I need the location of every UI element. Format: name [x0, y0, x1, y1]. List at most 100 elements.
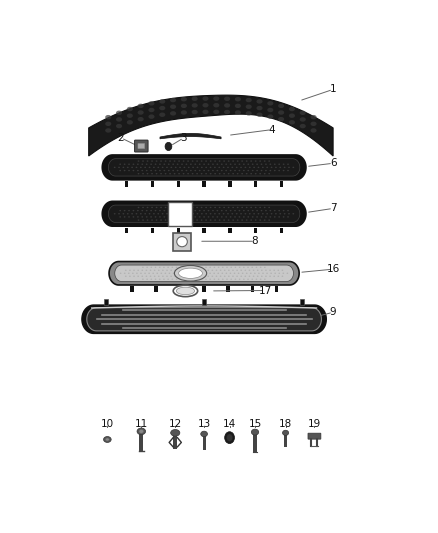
Ellipse shape — [220, 270, 222, 271]
Ellipse shape — [170, 98, 176, 102]
Ellipse shape — [273, 276, 275, 277]
Bar — [177, 228, 180, 233]
Ellipse shape — [174, 173, 176, 174]
Ellipse shape — [243, 164, 245, 165]
Ellipse shape — [155, 164, 156, 165]
Ellipse shape — [311, 122, 317, 126]
Ellipse shape — [127, 107, 133, 111]
Ellipse shape — [268, 220, 270, 221]
Ellipse shape — [268, 173, 270, 174]
Ellipse shape — [201, 207, 202, 208]
Ellipse shape — [240, 270, 242, 271]
Ellipse shape — [278, 216, 280, 217]
Ellipse shape — [184, 266, 186, 268]
Ellipse shape — [166, 276, 168, 277]
Polygon shape — [109, 262, 299, 285]
Ellipse shape — [181, 103, 187, 108]
Ellipse shape — [205, 160, 207, 162]
Ellipse shape — [261, 276, 263, 277]
Ellipse shape — [146, 266, 148, 268]
Ellipse shape — [153, 213, 155, 214]
Ellipse shape — [274, 164, 276, 165]
Ellipse shape — [147, 220, 148, 221]
Ellipse shape — [138, 173, 139, 174]
Polygon shape — [108, 205, 300, 222]
Ellipse shape — [216, 210, 218, 211]
Ellipse shape — [127, 120, 133, 125]
Ellipse shape — [154, 270, 155, 271]
Ellipse shape — [257, 270, 258, 271]
Ellipse shape — [236, 276, 238, 277]
Ellipse shape — [199, 210, 201, 211]
Ellipse shape — [199, 276, 201, 277]
Ellipse shape — [269, 170, 271, 171]
Ellipse shape — [193, 266, 194, 268]
Ellipse shape — [289, 120, 295, 125]
Ellipse shape — [300, 117, 306, 122]
Ellipse shape — [180, 279, 182, 280]
Ellipse shape — [249, 167, 251, 168]
Ellipse shape — [201, 431, 208, 437]
Ellipse shape — [187, 173, 189, 174]
Ellipse shape — [239, 216, 240, 217]
Ellipse shape — [123, 167, 124, 168]
Ellipse shape — [236, 213, 237, 214]
Ellipse shape — [226, 272, 227, 274]
Ellipse shape — [249, 270, 250, 271]
Ellipse shape — [255, 220, 257, 221]
Ellipse shape — [247, 266, 249, 268]
Ellipse shape — [240, 167, 242, 168]
Ellipse shape — [252, 210, 254, 211]
Ellipse shape — [159, 106, 165, 110]
Ellipse shape — [171, 430, 180, 436]
Text: 12: 12 — [169, 419, 182, 429]
Ellipse shape — [224, 110, 230, 114]
Ellipse shape — [255, 207, 257, 208]
Ellipse shape — [267, 108, 273, 112]
Ellipse shape — [133, 164, 134, 165]
Ellipse shape — [192, 160, 194, 162]
Text: 13: 13 — [198, 419, 211, 429]
Text: 15: 15 — [248, 419, 261, 429]
Ellipse shape — [278, 270, 279, 271]
Ellipse shape — [250, 173, 252, 174]
Ellipse shape — [268, 160, 270, 162]
Ellipse shape — [141, 164, 143, 165]
Ellipse shape — [133, 216, 134, 217]
Ellipse shape — [252, 170, 254, 171]
Ellipse shape — [241, 207, 243, 208]
Ellipse shape — [258, 213, 259, 214]
Ellipse shape — [159, 112, 165, 117]
Ellipse shape — [119, 210, 121, 211]
Ellipse shape — [223, 220, 225, 221]
Ellipse shape — [105, 122, 111, 126]
Ellipse shape — [150, 270, 152, 271]
Ellipse shape — [201, 272, 203, 274]
Ellipse shape — [170, 167, 172, 168]
Ellipse shape — [127, 167, 129, 168]
Ellipse shape — [202, 96, 208, 101]
Ellipse shape — [176, 266, 177, 268]
Ellipse shape — [124, 216, 126, 217]
Ellipse shape — [214, 213, 216, 214]
Ellipse shape — [128, 210, 130, 211]
Ellipse shape — [265, 270, 267, 271]
Ellipse shape — [226, 434, 233, 441]
Ellipse shape — [246, 220, 247, 221]
Ellipse shape — [300, 124, 306, 128]
Ellipse shape — [278, 276, 279, 277]
Ellipse shape — [151, 279, 152, 280]
Ellipse shape — [228, 160, 230, 162]
Ellipse shape — [265, 170, 267, 171]
Ellipse shape — [195, 276, 197, 277]
Ellipse shape — [170, 111, 176, 116]
Ellipse shape — [210, 207, 212, 208]
Ellipse shape — [124, 164, 126, 165]
Ellipse shape — [288, 167, 290, 168]
Ellipse shape — [278, 117, 284, 122]
Ellipse shape — [140, 272, 142, 274]
Text: 14: 14 — [223, 419, 236, 429]
Ellipse shape — [256, 279, 257, 280]
Ellipse shape — [212, 170, 214, 171]
Ellipse shape — [169, 160, 171, 162]
